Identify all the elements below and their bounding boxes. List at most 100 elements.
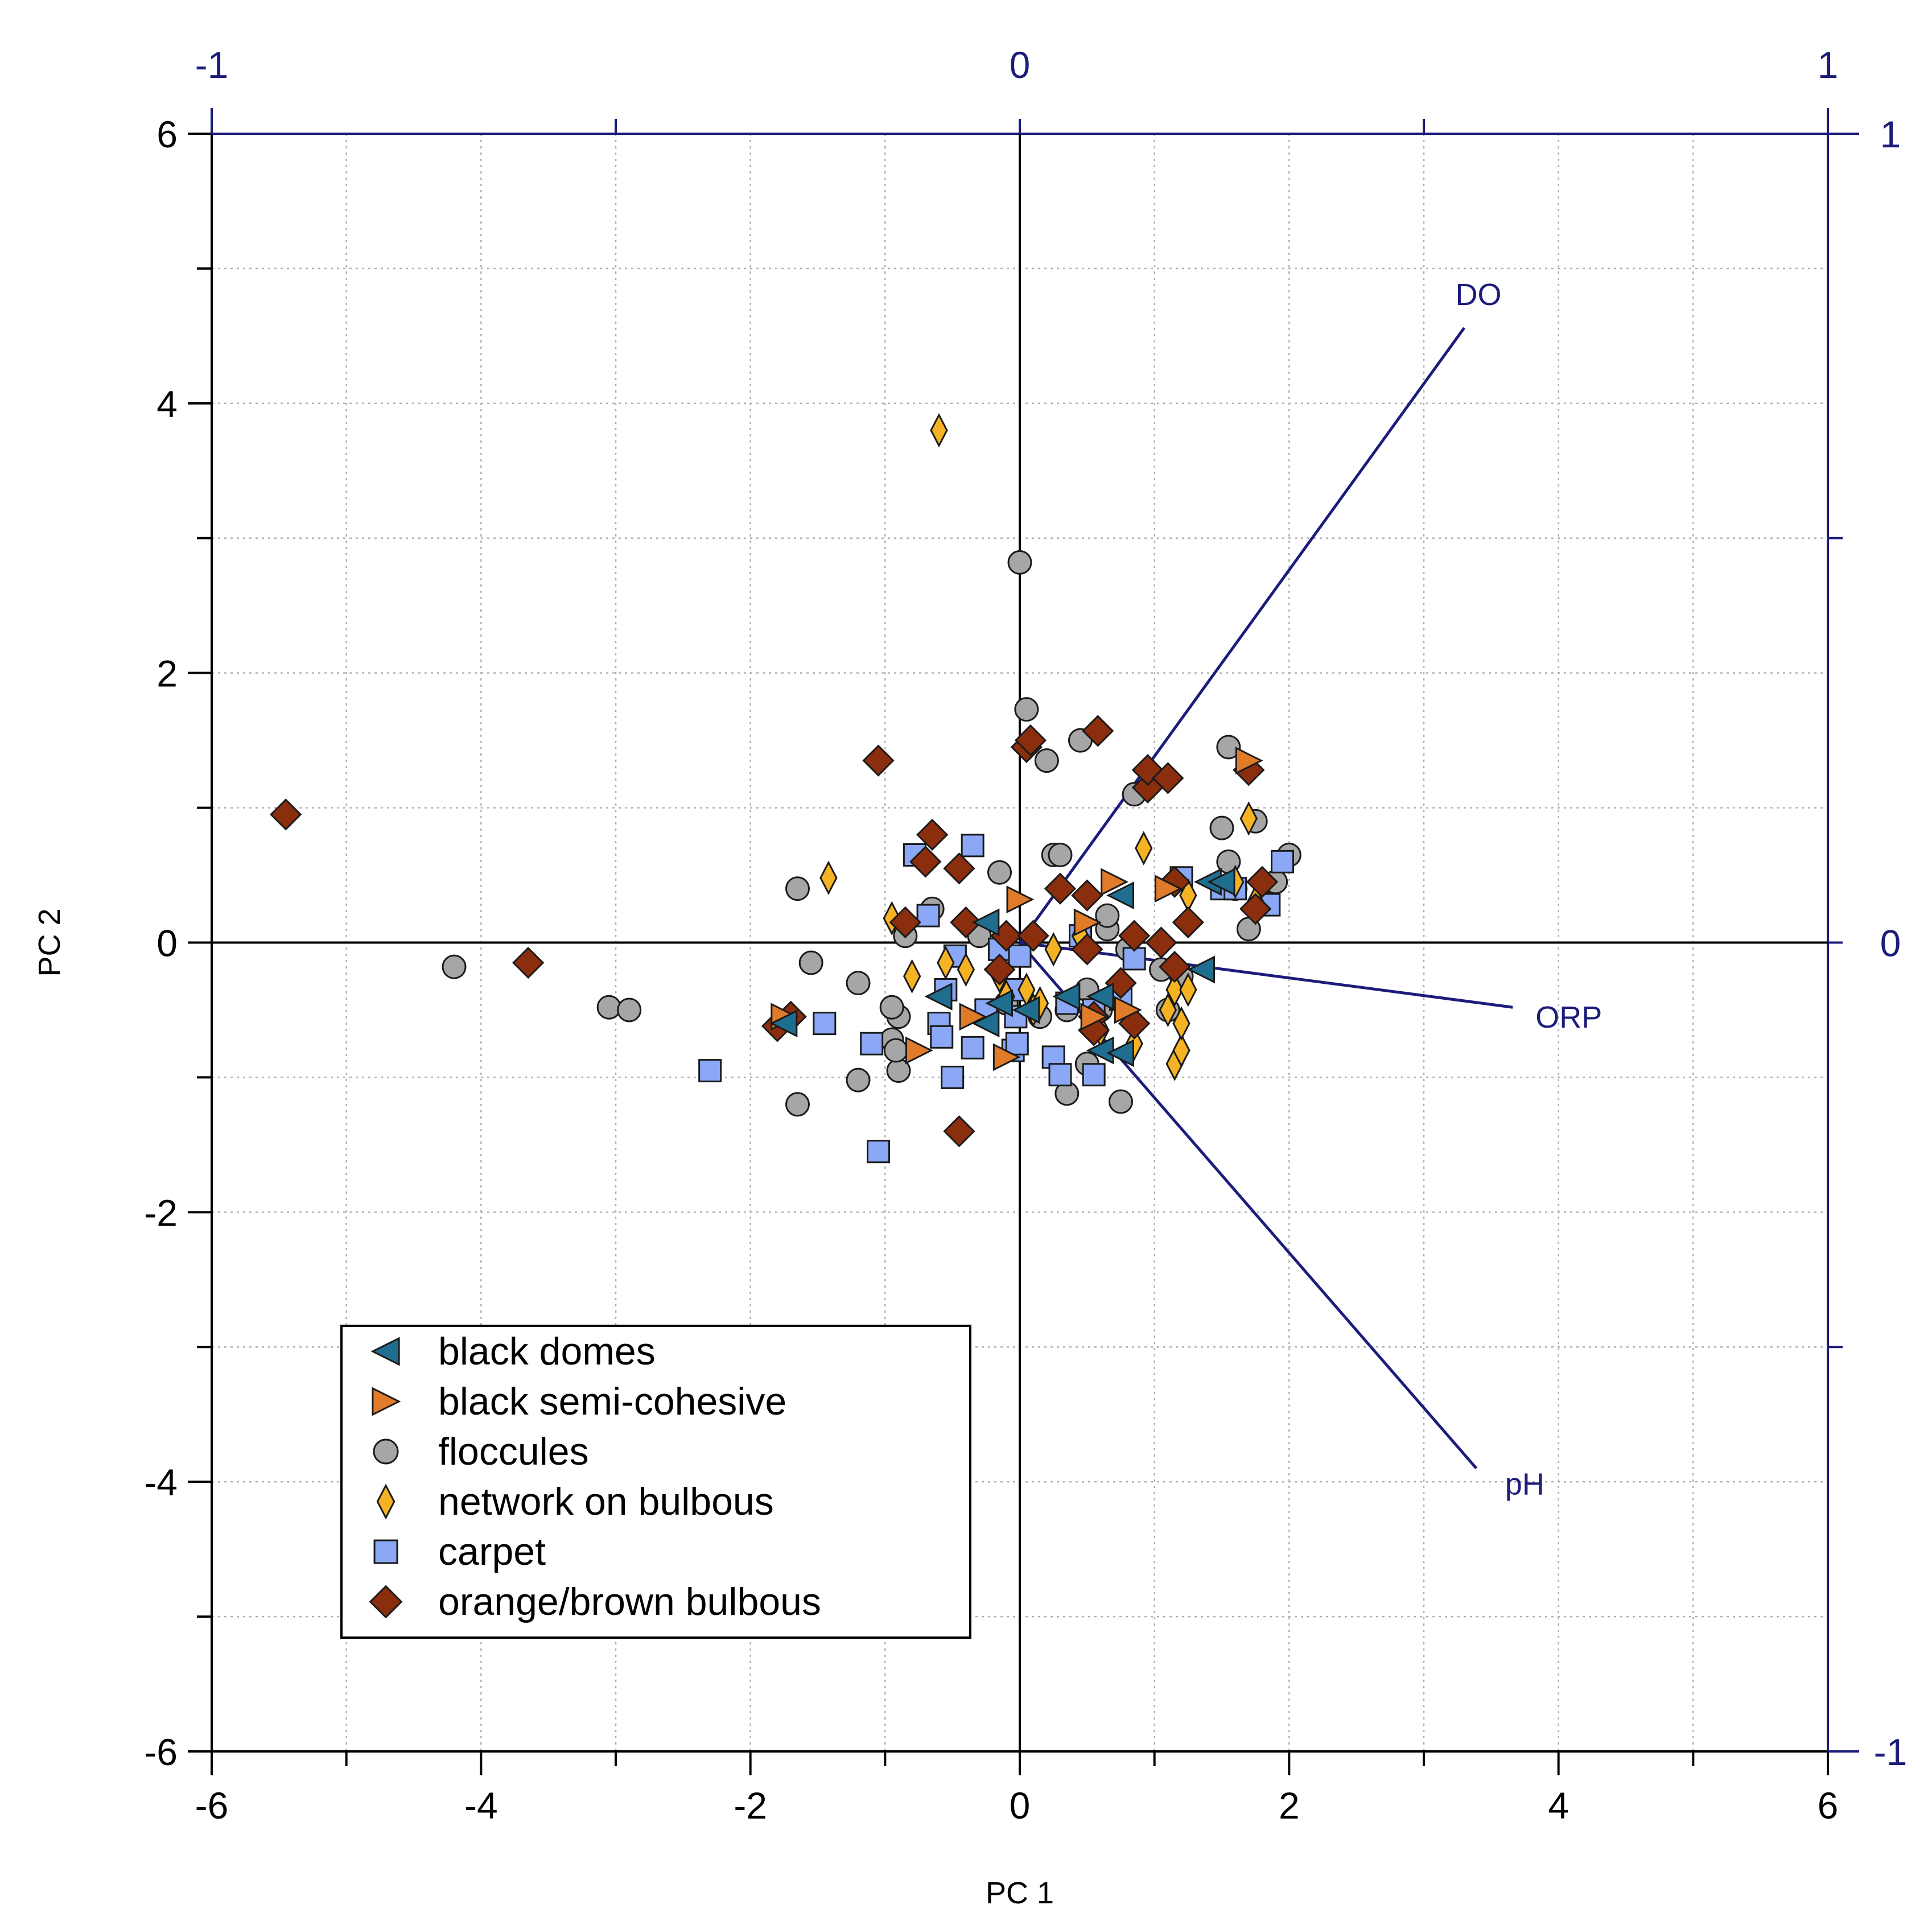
legend-marker-floccules bbox=[373, 1438, 399, 1465]
point-network-on-bulbous bbox=[1172, 1033, 1190, 1068]
point-orange-brown-bulbous bbox=[1071, 933, 1103, 966]
legend-label-orange-brown-bulbous: orange/brown bulbous bbox=[438, 1580, 821, 1623]
vector-line-orp bbox=[1019, 941, 1513, 1009]
point-floccules bbox=[798, 950, 823, 975]
point-carpet bbox=[1005, 1032, 1029, 1056]
y-tick-label: 0 bbox=[156, 922, 178, 964]
point-carpet bbox=[1008, 944, 1032, 968]
data-points bbox=[270, 413, 1301, 1164]
point-orange-brown-bulbous bbox=[1118, 920, 1151, 952]
vector-label-orp: ORP bbox=[1535, 1000, 1602, 1034]
point-black-semi-cohesive bbox=[1235, 747, 1263, 775]
point-orange-brown-bulbous bbox=[512, 946, 545, 979]
point-floccules bbox=[846, 971, 871, 996]
point-black-domes bbox=[971, 1009, 1000, 1038]
point-orange-brown-bulbous bbox=[950, 906, 982, 939]
point-black-domes bbox=[769, 1009, 798, 1038]
point-black-domes bbox=[1106, 881, 1134, 910]
point-network-on-bulbous bbox=[1239, 801, 1258, 836]
point-floccules bbox=[596, 995, 621, 1020]
point-carpet bbox=[916, 904, 940, 927]
point-network-on-bulbous bbox=[937, 945, 955, 980]
y-tick-label: -4 bbox=[144, 1461, 178, 1503]
point-orange-brown-bulbous bbox=[1159, 951, 1191, 983]
point-orange-brown-bulbous bbox=[916, 818, 949, 851]
point-floccules bbox=[1034, 748, 1059, 773]
legend-marker-black-domes bbox=[370, 1337, 400, 1366]
point-orange-brown-bulbous bbox=[1082, 715, 1114, 747]
point-network-on-bulbous bbox=[930, 413, 948, 448]
vector-line-do bbox=[1018, 327, 1466, 943]
secondary-y-tick-label: 1 bbox=[1880, 113, 1901, 155]
point-black-domes bbox=[924, 982, 953, 1011]
legend-marker-network-on-bulbous bbox=[376, 1483, 396, 1520]
point-black-semi-cohesive bbox=[1101, 868, 1129, 896]
point-floccules bbox=[1209, 815, 1234, 840]
point-floccules bbox=[879, 995, 904, 1020]
point-orange-brown-bulbous bbox=[1044, 872, 1077, 905]
point-floccules bbox=[846, 1067, 871, 1093]
legend-marker-black-semi-cohesive bbox=[372, 1387, 401, 1416]
legend-marker-carpet bbox=[373, 1539, 398, 1564]
point-orange-brown-bulbous bbox=[270, 798, 302, 831]
x-tick-label: -4 bbox=[464, 1784, 498, 1827]
point-carpet bbox=[867, 1140, 890, 1164]
point-black-domes bbox=[1012, 996, 1040, 1024]
point-orange-brown-bulbous bbox=[943, 852, 975, 885]
point-network-on-bulbous bbox=[1172, 1006, 1190, 1041]
point-floccules bbox=[1216, 735, 1241, 760]
point-carpet bbox=[1271, 850, 1294, 873]
point-floccules bbox=[1095, 903, 1120, 928]
point-black-domes bbox=[1086, 982, 1114, 1011]
x-tick-label: -6 bbox=[195, 1784, 229, 1827]
point-black-domes bbox=[1187, 955, 1215, 984]
point-floccules bbox=[1109, 1089, 1133, 1114]
point-orange-brown-bulbous bbox=[1239, 893, 1272, 925]
legend-label-network-on-bulbous: network on bulbous bbox=[438, 1480, 774, 1523]
point-floccules bbox=[987, 860, 1012, 885]
legend-label-black-semi-cohesive: black semi-cohesive bbox=[438, 1380, 786, 1423]
point-orange-brown-bulbous bbox=[1071, 879, 1103, 912]
point-floccules bbox=[785, 1092, 810, 1117]
secondary-x-tick-label: 0 bbox=[1010, 44, 1031, 86]
point-carpet bbox=[1122, 947, 1146, 971]
point-floccules bbox=[1048, 843, 1073, 868]
legend-label-black-domes: black domes bbox=[438, 1330, 656, 1373]
vector-label-do: DO bbox=[1456, 278, 1502, 312]
x-tick-label: 2 bbox=[1279, 1784, 1300, 1827]
point-black-domes bbox=[971, 908, 1000, 937]
point-floccules bbox=[883, 1038, 908, 1063]
point-floccules bbox=[1014, 697, 1039, 722]
point-black-semi-cohesive bbox=[1073, 908, 1102, 937]
point-network-on-bulbous bbox=[903, 959, 921, 993]
x-tick-label: 0 bbox=[1010, 1784, 1031, 1827]
secondary-x-tick-label: -1 bbox=[195, 44, 229, 86]
point-orange-brown-bulbous bbox=[983, 953, 1016, 986]
x-tick-label: -2 bbox=[734, 1784, 767, 1827]
y-tick-label: 4 bbox=[156, 383, 178, 425]
point-carpet bbox=[961, 834, 984, 858]
y-tick-label: -6 bbox=[144, 1731, 178, 1773]
point-orange-brown-bulbous bbox=[1246, 865, 1279, 898]
y-tick-label: 6 bbox=[156, 113, 178, 155]
point-floccules bbox=[1007, 550, 1032, 575]
point-carpet bbox=[1082, 1063, 1106, 1087]
point-orange-brown-bulbous bbox=[1014, 724, 1047, 757]
point-orange-brown-bulbous bbox=[909, 846, 942, 878]
point-carpet bbox=[961, 1036, 984, 1059]
point-black-semi-cohesive bbox=[905, 1036, 933, 1065]
point-black-semi-cohesive bbox=[1080, 1003, 1109, 1031]
point-carpet bbox=[698, 1059, 722, 1083]
x-axis-title: PC 1 bbox=[986, 1876, 1054, 1910]
point-orange-brown-bulbous bbox=[943, 1115, 975, 1148]
point-black-semi-cohesive bbox=[1006, 885, 1035, 914]
point-floccules bbox=[617, 997, 642, 1023]
point-floccules bbox=[442, 954, 467, 979]
point-carpet bbox=[860, 1032, 884, 1056]
point-carpet bbox=[1048, 1063, 1072, 1087]
point-network-on-bulbous bbox=[957, 952, 975, 987]
point-black-semi-cohesive bbox=[1114, 996, 1142, 1024]
point-orange-brown-bulbous bbox=[1172, 906, 1204, 939]
legend-label-floccules: floccules bbox=[438, 1430, 589, 1473]
